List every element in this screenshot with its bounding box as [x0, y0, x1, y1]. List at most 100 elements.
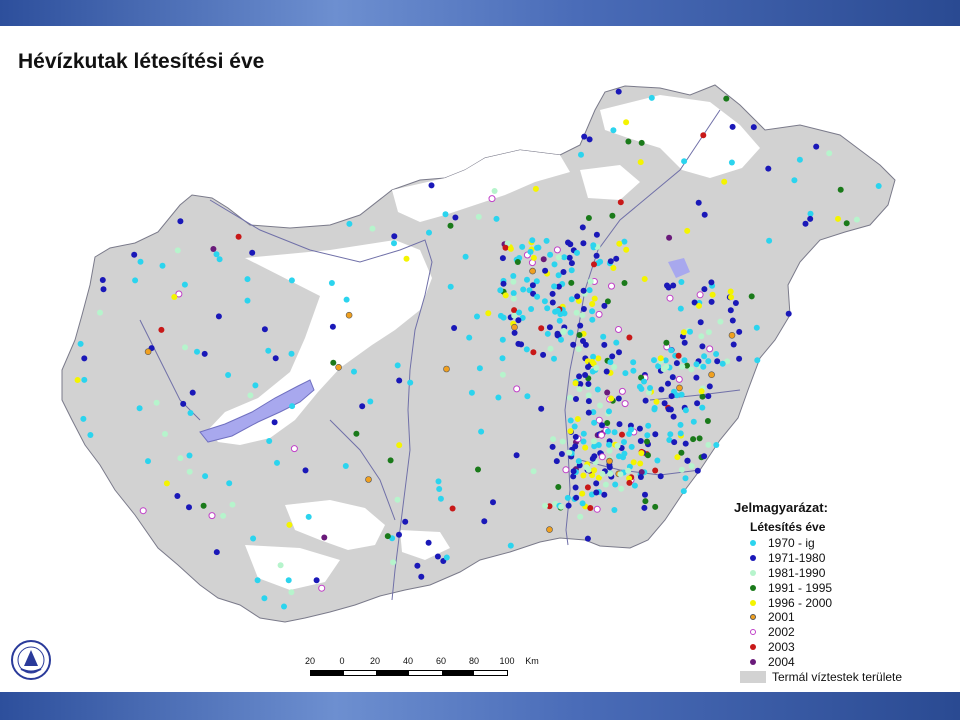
well-marker: [359, 403, 366, 410]
well-marker: [614, 442, 621, 449]
well-marker: [719, 360, 726, 367]
well-marker: [678, 279, 685, 285]
well-marker: [466, 334, 473, 341]
legend-dot-icon: [750, 569, 756, 576]
well-marker: [565, 239, 571, 246]
well-marker: [530, 254, 537, 261]
well-marker: [704, 418, 711, 424]
well-marker: [626, 334, 633, 341]
well-marker: [584, 535, 591, 542]
lake-balaton: [199, 379, 315, 443]
well-marker: [174, 247, 181, 254]
well-marker: [244, 276, 251, 283]
well-marker: [631, 482, 638, 489]
well-marker: [602, 481, 609, 488]
well-marker: [621, 238, 628, 245]
well-marker: [271, 419, 278, 426]
well-marker: [637, 159, 644, 166]
well-marker: [288, 589, 295, 596]
legend-dot-icon: [750, 629, 756, 636]
well-marker: [564, 494, 571, 501]
well-marker: [274, 459, 280, 466]
scale-label: 100: [499, 656, 515, 666]
well-marker: [609, 353, 616, 360]
well-marker: [353, 430, 360, 437]
legend-item-label: 2004: [768, 654, 795, 669]
well-marker: [186, 452, 193, 459]
well-marker: [682, 440, 689, 447]
well-marker: [574, 416, 581, 422]
well-marker: [608, 282, 615, 290]
well-marker: [657, 355, 664, 362]
well-marker: [665, 284, 672, 291]
well-marker: [700, 132, 707, 139]
well-marker: [585, 215, 592, 221]
well-marker: [573, 494, 580, 501]
well-marker: [691, 299, 698, 306]
well-marker: [513, 385, 521, 393]
well-marker: [580, 306, 587, 312]
well-marker: [247, 392, 254, 399]
well-marker: [551, 261, 558, 268]
well-marker: [796, 156, 803, 163]
well-marker: [244, 297, 251, 304]
well-marker: [652, 467, 659, 474]
well-marker: [208, 512, 216, 520]
well-marker: [137, 258, 144, 265]
well-marker: [567, 329, 574, 336]
well-marker: [547, 345, 554, 352]
well-marker: [594, 386, 601, 393]
well-marker: [612, 481, 619, 488]
well-marker: [705, 329, 712, 336]
well-marker: [328, 280, 335, 286]
well-marker: [74, 377, 81, 383]
legend-item: 1970 - ig: [750, 536, 934, 551]
well-marker: [587, 278, 594, 285]
well-marker: [695, 199, 702, 206]
well-marker: [529, 282, 536, 289]
well-marker: [622, 370, 629, 377]
well-marker: [666, 437, 673, 443]
well-marker: [617, 471, 624, 478]
well-marker: [575, 297, 582, 304]
well-marker: [490, 499, 496, 506]
well-marker: [582, 372, 589, 378]
well-marker: [132, 277, 139, 284]
well-marker: [593, 231, 600, 238]
non-thermal-zones: [208, 95, 760, 590]
legend-item-label: 1970 - ig: [768, 536, 815, 551]
well-marker: [708, 371, 715, 379]
well-marker: [577, 322, 584, 329]
well-marker: [394, 362, 401, 369]
well-marker: [875, 183, 882, 189]
well-marker: [607, 359, 614, 366]
well-marker: [610, 265, 617, 271]
well-marker: [475, 466, 481, 473]
well-marker: [598, 431, 605, 439]
well-marker: [616, 349, 622, 356]
well-marker: [288, 350, 295, 357]
well-marker: [235, 233, 242, 240]
well-marker: [591, 261, 597, 268]
well-marker: [671, 388, 677, 395]
legend-item-label: 2002: [768, 625, 795, 640]
well-marker: [576, 332, 583, 338]
white-zone-south-3: [400, 530, 450, 560]
well-marker: [396, 442, 403, 449]
well-marker: [202, 473, 209, 480]
river-sio: [329, 419, 396, 521]
well-marker: [729, 317, 736, 324]
well-marker: [676, 384, 683, 392]
well-marker: [345, 311, 353, 319]
well-marker: [567, 394, 574, 401]
well-marker: [701, 211, 708, 218]
well-marker: [572, 433, 579, 440]
well-marker: [396, 377, 403, 384]
well-marker: [713, 442, 720, 448]
well-marker: [561, 254, 568, 261]
well-marker: [493, 215, 500, 222]
well-marker: [606, 457, 613, 465]
well-marker: [604, 298, 611, 305]
well-marker: [555, 283, 562, 290]
well-marker: [577, 513, 584, 520]
